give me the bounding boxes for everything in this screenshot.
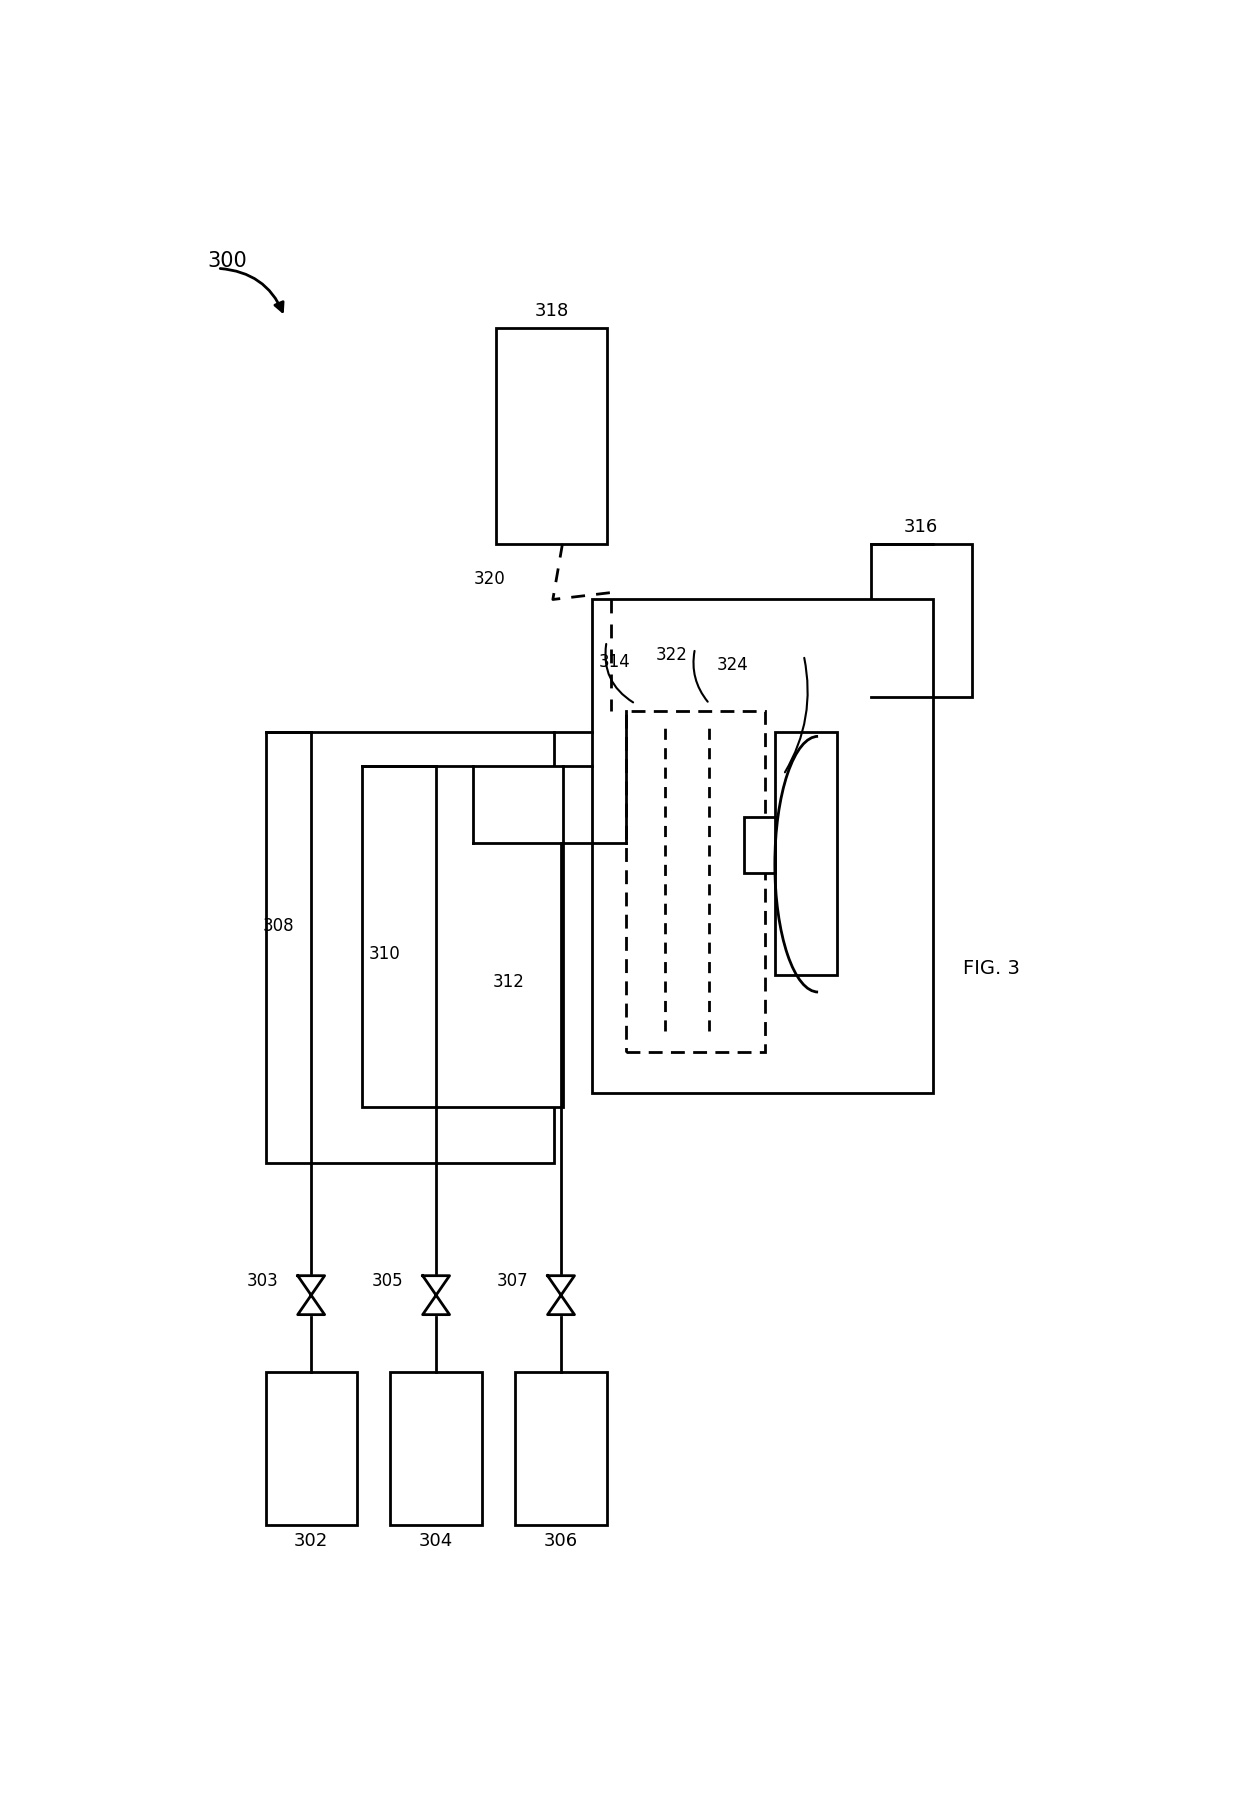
Text: 308: 308 <box>263 918 294 936</box>
Text: 320: 320 <box>474 569 506 587</box>
Bar <box>593 600 934 1093</box>
Bar <box>516 1372 606 1525</box>
Bar <box>744 817 775 873</box>
Bar <box>362 766 563 1108</box>
Text: 318: 318 <box>534 302 568 320</box>
Bar <box>265 732 554 1164</box>
Text: 302: 302 <box>294 1532 329 1550</box>
Bar <box>626 710 765 1052</box>
Text: 324: 324 <box>717 656 749 674</box>
Text: 303: 303 <box>247 1272 278 1290</box>
Text: 306: 306 <box>544 1532 578 1550</box>
Text: 305: 305 <box>371 1272 403 1290</box>
Bar <box>265 1372 357 1525</box>
Text: 304: 304 <box>419 1532 453 1550</box>
Bar <box>775 732 837 976</box>
Text: 312: 312 <box>494 974 525 990</box>
Text: 316: 316 <box>904 519 937 537</box>
Bar <box>391 1372 481 1525</box>
Text: 314: 314 <box>599 652 631 670</box>
Text: 307: 307 <box>496 1272 528 1290</box>
Text: 300: 300 <box>208 251 248 271</box>
Text: 310: 310 <box>368 945 401 963</box>
Bar <box>496 329 606 544</box>
Bar <box>870 544 972 698</box>
Text: FIG. 3: FIG. 3 <box>962 960 1019 978</box>
Text: 322: 322 <box>656 647 688 665</box>
